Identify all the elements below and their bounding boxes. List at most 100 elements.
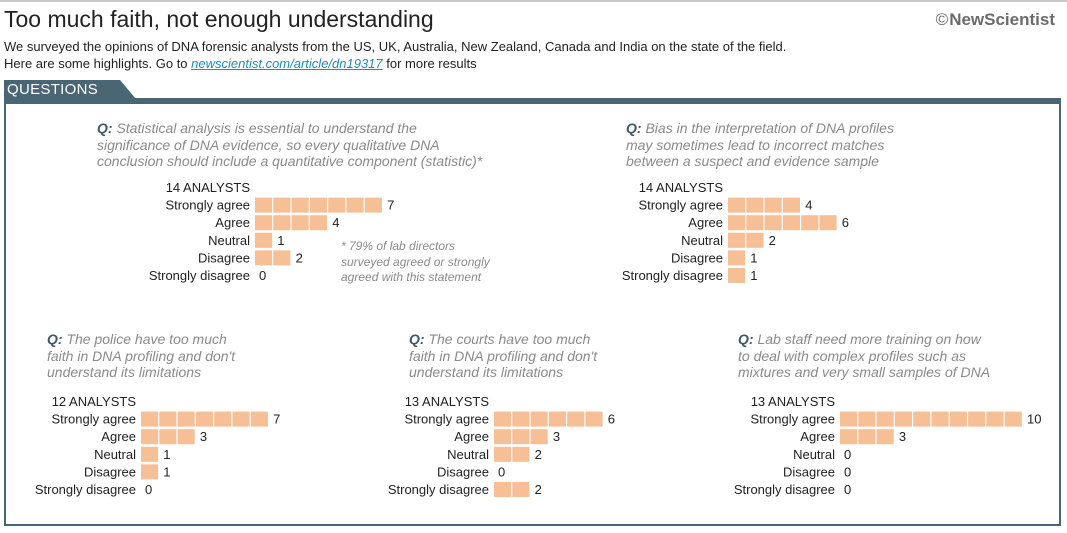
question-3-line-3: understand its limitations <box>47 364 202 380</box>
footnote-line-3: agreed with this statement <box>341 270 482 284</box>
bar-unit <box>801 215 819 231</box>
data-label: 10 <box>1027 412 1041 427</box>
bar-unit <box>159 429 177 445</box>
data-label: 3 <box>200 429 207 444</box>
chart-4: 13 ANALYSTS Strongly agree 6 Agree 3 Neutral 2… <box>388 394 615 497</box>
bar-unit <box>512 482 530 497</box>
bar-unit <box>728 250 746 266</box>
bar-unit <box>494 411 512 427</box>
question-text: Bias in the interpretation of DNA profil… <box>645 120 894 136</box>
bar-unit <box>782 197 800 213</box>
question-2: Q: Bias in the interpretation of DNA pro… <box>626 120 894 170</box>
tick-label: Strongly agree <box>165 198 250 213</box>
question-3: Q: The police have too much faith in DNA… <box>47 331 235 381</box>
bar-unit <box>530 429 548 445</box>
page-title: Too much faith, not enough understanding <box>4 6 434 32</box>
bar-unit <box>232 411 250 427</box>
data-label: 4 <box>805 198 812 213</box>
top-rule <box>0 0 1067 2</box>
question-4-line-2: faith in DNA profiling and don't <box>409 347 598 364</box>
tick-label: Agree <box>800 429 835 444</box>
bar-unit <box>728 197 746 213</box>
footnote: * 79% of lab directors surveyed agreed o… <box>341 239 490 286</box>
question-4: Q: The courts have too much faith in DNA… <box>409 331 597 381</box>
bar-unit <box>512 411 530 427</box>
data-label: 7 <box>387 198 394 213</box>
tick-label: Strongly disagree <box>734 482 835 497</box>
question-text: The courts have too much <box>428 331 591 347</box>
respondent-count: 14 ANALYSTS <box>639 180 724 195</box>
data-label: 6 <box>842 215 849 230</box>
question-text: Statistical analysis is essential to und… <box>116 120 417 136</box>
data-label: 1 <box>750 250 757 265</box>
question-prefix: Q: <box>409 331 425 347</box>
bar-unit <box>876 411 894 427</box>
data-label: 2 <box>769 233 776 248</box>
question-prefix: Q: <box>626 120 642 136</box>
bar-unit <box>273 250 291 266</box>
data-label: 1 <box>163 464 170 479</box>
bar-unit <box>141 464 159 480</box>
question-prefix: Q: <box>738 331 754 347</box>
bar-unit <box>764 215 782 231</box>
tick-label: Neutral <box>793 447 835 462</box>
tick-label: Neutral <box>447 447 489 462</box>
bar-unit <box>177 429 195 445</box>
data-label: 2 <box>535 447 542 462</box>
bar-unit <box>512 446 530 462</box>
subtitle: We surveyed the opinions of DNA forensic… <box>4 39 786 72</box>
chart-1: 14 ANALYSTS Strongly agree 7 Agree 4 Neutral 1… <box>149 180 395 283</box>
tick-label: Disagree <box>437 464 489 479</box>
tick-label: Strongly disagree <box>622 268 723 283</box>
question-3-line-1: Q: The police have too much <box>47 331 235 348</box>
footnote-line-1: * 79% of lab directors <box>341 239 456 253</box>
respondent-count: 13 ANALYSTS <box>405 394 490 409</box>
bar-unit <box>273 197 291 213</box>
bar-unit <box>858 429 876 445</box>
section-label: QUESTIONS <box>7 81 99 98</box>
bar-unit <box>986 411 1004 427</box>
tick-label: Agree <box>215 215 250 230</box>
respondent-count: 12 ANALYSTS <box>52 394 137 409</box>
bar-unit <box>931 411 949 427</box>
tick-label: Disagree <box>84 464 136 479</box>
question-4-line-1: Q: The courts have too much <box>409 331 597 348</box>
bar-unit <box>309 215 327 231</box>
data-label: 6 <box>608 412 615 427</box>
bar-unit <box>494 446 512 462</box>
bar-unit <box>255 197 273 213</box>
bar-unit <box>1004 411 1022 427</box>
question-text: Lab staff need more training on how <box>757 331 981 347</box>
data-label: 2 <box>535 482 542 497</box>
bar-unit <box>876 429 894 445</box>
bar-unit <box>141 411 159 427</box>
bar-unit <box>195 411 213 427</box>
section-tab: QUESTIONS <box>4 80 130 98</box>
tick-label: Strongly agree <box>404 412 489 427</box>
bar-unit <box>291 197 309 213</box>
tick-label: Strongly disagree <box>35 482 136 497</box>
bar-unit <box>309 197 327 213</box>
subtitle-text-end: for more results <box>382 55 477 71</box>
question-prefix: Q: <box>47 331 63 347</box>
chart-3: 12 ANALYSTS Strongly agree 7 Agree 3 Neutral 1… <box>35 394 281 497</box>
brand-logo: ©NewScientist <box>936 10 1055 30</box>
tick-label: Neutral <box>208 233 250 248</box>
question-5-line-3: mixtures and very small samples of DNA <box>738 364 991 380</box>
tick-label: Strongly disagree <box>388 482 489 497</box>
respondent-count: 13 ANALYSTS <box>751 394 836 409</box>
bar-unit <box>364 197 382 213</box>
bar-unit <box>968 411 986 427</box>
tick-label: Disagree <box>198 250 250 265</box>
tick-label: Strongly agree <box>750 412 835 427</box>
data-label: 2 <box>296 250 303 265</box>
chart-2: 14 ANALYSTS Strongly agree 4 Agree 6 Neutral 2… <box>622 180 849 283</box>
bar-unit <box>494 429 512 445</box>
article-link[interactable]: newscientist.com/article/dn19317 <box>191 55 383 71</box>
chart-5: 13 ANALYSTS Strongly agree 10 Agree 3 Neutral… <box>734 394 1042 497</box>
section-tab-background <box>4 80 136 99</box>
data-label: 0 <box>145 482 152 497</box>
tick-label: Strongly disagree <box>149 268 250 283</box>
bar-unit <box>291 215 309 231</box>
